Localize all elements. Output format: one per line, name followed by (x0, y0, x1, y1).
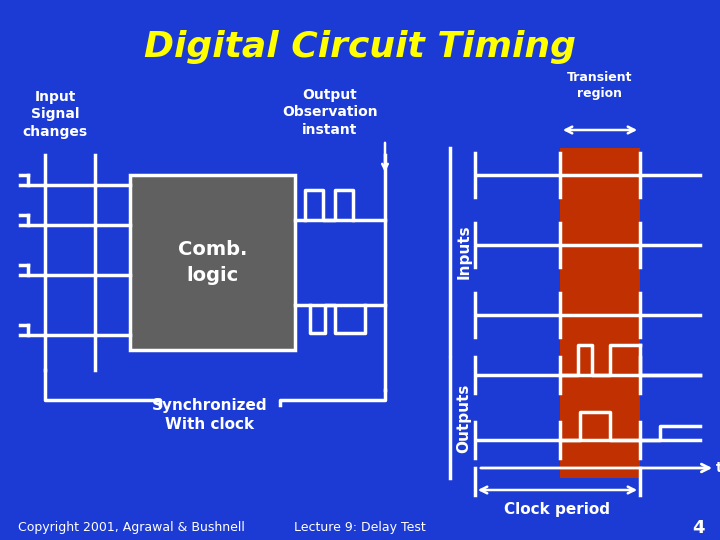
Text: Synchronized
With clock: Synchronized With clock (152, 397, 268, 433)
Text: time: time (716, 461, 720, 475)
Text: Outputs: Outputs (456, 383, 472, 453)
Text: Digital Circuit Timing: Digital Circuit Timing (144, 30, 576, 64)
Bar (560, 148, 640, 478)
Bar (130, 175, 295, 350)
Text: Lecture 9: Delay Test: Lecture 9: Delay Test (294, 522, 426, 535)
Text: Inputs: Inputs (456, 225, 472, 279)
Text: Output
Observation
instant: Output Observation instant (282, 88, 378, 137)
Text: Transient
region: Transient region (567, 71, 633, 100)
Text: Comb.
logic: Comb. logic (178, 240, 247, 285)
Text: Clock period: Clock period (505, 502, 611, 517)
Text: Input
Signal
changes: Input Signal changes (22, 90, 88, 139)
Text: Copyright 2001, Agrawal & Bushnell: Copyright 2001, Agrawal & Bushnell (18, 522, 245, 535)
Text: 4: 4 (693, 519, 705, 537)
